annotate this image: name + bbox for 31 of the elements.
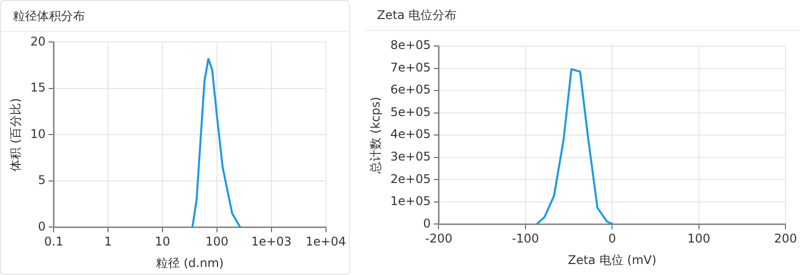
x-tick-label: 100 xyxy=(687,232,710,246)
x-tick-label: 0 xyxy=(608,232,616,246)
y-tick-label: 10 xyxy=(30,126,46,141)
y-tick-label: 0 xyxy=(38,219,46,234)
x-tick-label: 100 xyxy=(206,234,228,249)
y-tick-label: 20 xyxy=(30,34,46,48)
y-tick-label: 1e+05 xyxy=(390,194,431,208)
x-tick-label: 10 xyxy=(154,234,170,249)
y-tick-label: 0 xyxy=(423,216,431,230)
y-tick-label: 8e+05 xyxy=(390,38,431,52)
y-tick-label: 6e+05 xyxy=(390,82,431,97)
y-tick-label: 3e+05 xyxy=(390,150,431,164)
chart-title: Zeta 电位分布 xyxy=(365,0,800,31)
y-tick-label: 5e+05 xyxy=(390,104,431,119)
y-tick-label: 7e+05 xyxy=(390,60,431,74)
y-axis-title: 体积 (百分比) xyxy=(8,98,22,172)
x-axis-title: Zeta 电位 (mV) xyxy=(568,252,656,267)
x-tick-label: 200 xyxy=(774,232,797,246)
y-tick-label: 15 xyxy=(30,80,46,95)
y-tick-label: 5 xyxy=(38,173,46,188)
x-axis-title: 粒径 (d.nm) xyxy=(156,256,224,270)
x-tick-label: 0.1 xyxy=(44,234,64,249)
chart-title: 粒径体积分布 xyxy=(1,1,349,32)
y-tick-label: 4e+05 xyxy=(390,127,431,142)
x-tick-label: -200 xyxy=(425,232,452,246)
x-tick-label: -100 xyxy=(512,232,540,246)
y-axis-title: 总计数 (kcps) xyxy=(368,96,382,174)
x-tick-label: 1 xyxy=(104,234,112,249)
y-tick-label: 2e+05 xyxy=(390,172,431,186)
x-tick-label: 1e+04 xyxy=(306,234,346,249)
x-tick-label: 1e+03 xyxy=(251,234,292,249)
